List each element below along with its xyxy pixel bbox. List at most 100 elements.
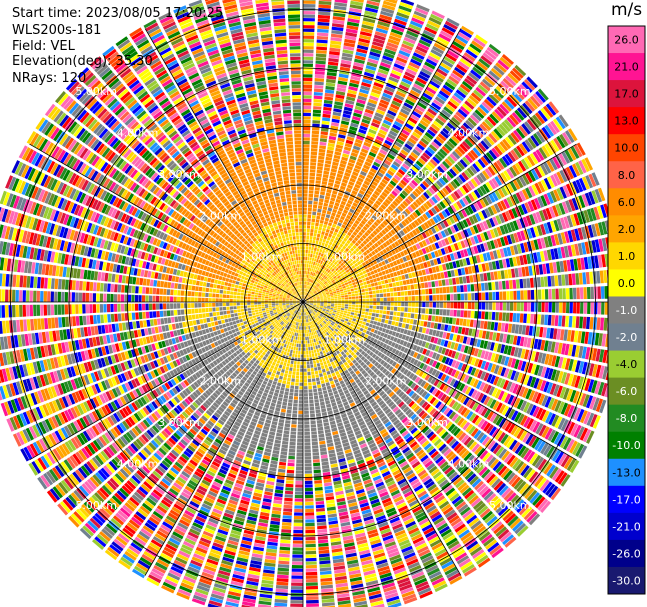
velocity-gate	[327, 300, 331, 302]
velocity-gate	[389, 72, 401, 80]
velocity-gate	[331, 165, 338, 170]
velocity-gate	[520, 302, 524, 312]
velocity-gate	[320, 134, 328, 139]
velocity-gate	[317, 25, 330, 30]
velocity-gate	[357, 323, 362, 327]
velocity-gate	[307, 214, 312, 219]
velocity-gate	[381, 270, 386, 276]
velocity-gate	[355, 180, 363, 186]
velocity-gate	[335, 225, 341, 230]
velocity-gate	[303, 11, 316, 15]
velocity-gate	[420, 282, 425, 289]
velocity-gate	[305, 285, 307, 289]
velocity-gate	[363, 71, 375, 78]
velocity-gate	[305, 256, 308, 261]
velocity-gate	[319, 248, 323, 253]
velocity-gate	[319, 237, 323, 242]
velocity-gate	[415, 296, 419, 301]
velocity-gate	[313, 272, 316, 277]
velocity-gate	[318, 201, 324, 206]
velocity-gate	[512, 279, 517, 289]
velocity-gate	[379, 293, 384, 298]
velocity-gate	[303, 176, 309, 180]
velocity-gate	[303, 4, 316, 8]
velocity-gate	[326, 189, 332, 194]
velocity-gate	[308, 190, 314, 194]
velocity-gate	[347, 309, 352, 312]
velocity-gate	[309, 275, 312, 279]
velocity-gate	[306, 239, 309, 243]
velocity-gate	[306, 281, 309, 285]
velocity-gate	[335, 198, 341, 204]
velocity-gate	[401, 105, 412, 113]
velocity-gate	[383, 302, 387, 306]
velocity-gate	[399, 46, 412, 54]
velocity-gate	[390, 292, 394, 297]
velocity-gate	[352, 115, 361, 122]
velocity-gate	[361, 24, 374, 30]
velocity-gate	[436, 36, 450, 46]
velocity-gate	[371, 88, 382, 95]
velocity-gate	[410, 284, 415, 290]
velocity-gate	[337, 303, 342, 306]
velocity-gate	[326, 78, 336, 84]
velocity-gate	[341, 304, 345, 306]
velocity-gate	[303, 123, 311, 127]
velocity-gate	[425, 308, 429, 314]
velocity-gate	[376, 24, 389, 31]
velocity-gate	[383, 0, 398, 4]
velocity-gate	[368, 323, 373, 328]
velocity-gate	[344, 35, 357, 41]
velocity-gate	[573, 302, 577, 314]
velocity-gate	[324, 364, 328, 369]
velocity-gate	[379, 289, 383, 294]
velocity-gate	[329, 395, 335, 400]
velocity-gate	[333, 104, 343, 110]
velocity-gate	[359, 327, 364, 332]
velocity-gate	[530, 302, 535, 312]
velocity-gate	[414, 49, 427, 57]
velocity-gate	[330, 298, 335, 301]
velocity-gate	[308, 197, 313, 201]
velocity-gate	[321, 231, 325, 235]
velocity-gate	[348, 158, 356, 164]
velocity-gate	[303, 140, 310, 145]
velocity-gate	[306, 274, 309, 278]
velocity-gate	[326, 385, 332, 390]
velocity-gate	[314, 226, 319, 230]
velocity-gate	[375, 309, 380, 314]
velocity-gate	[393, 306, 398, 311]
velocity-gate	[341, 224, 346, 229]
velocity-gate	[405, 99, 415, 107]
velocity-gate	[523, 290, 528, 300]
velocity-gate	[460, 285, 464, 293]
velocity-gate	[400, 81, 411, 89]
velocity-gate	[448, 278, 453, 286]
velocity-gate	[394, 276, 399, 282]
velocity-gate	[404, 296, 408, 301]
velocity-gate	[333, 294, 338, 297]
velocity-gate	[439, 302, 443, 308]
velocity-gate	[432, 45, 445, 55]
velocity-gate	[330, 37, 342, 42]
velocity-gate	[337, 170, 344, 175]
velocity-gate	[352, 202, 358, 208]
velocity-gate	[303, 49, 314, 53]
velocity-gate	[303, 158, 309, 162]
velocity-gate	[505, 312, 510, 322]
velocity-gate	[362, 20, 375, 27]
velocity-gate	[308, 186, 314, 191]
velocity-gate	[359, 88, 369, 95]
velocity-gate	[407, 313, 411, 318]
velocity-gate	[566, 302, 570, 314]
velocity-gate	[329, 44, 341, 49]
velocity-gate	[601, 302, 605, 315]
velocity-gate	[399, 317, 404, 323]
velocity-gate	[364, 10, 378, 17]
velocity-gate	[303, 14, 315, 18]
velocity-gate	[352, 171, 359, 177]
velocity-gate	[303, 225, 307, 229]
velocity-gate	[365, 7, 378, 13]
velocity-gate	[400, 307, 405, 312]
velocity-gate	[307, 221, 311, 226]
